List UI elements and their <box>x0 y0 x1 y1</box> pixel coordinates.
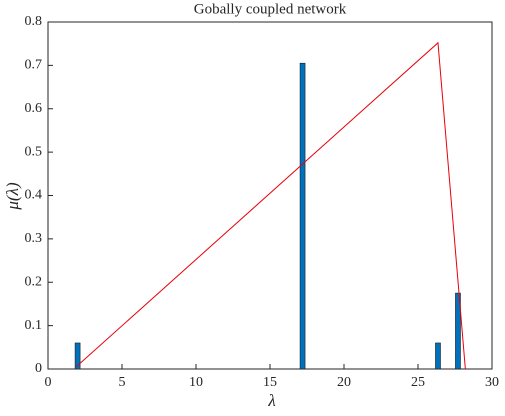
y-axis-label: μ(λ) <box>3 182 22 211</box>
y-tick-label: 0 <box>35 361 42 376</box>
x-tick-label: 30 <box>485 375 499 390</box>
x-tick-label: 25 <box>411 375 425 390</box>
x-tick-label: 20 <box>337 375 351 390</box>
y-tick-label: 0.6 <box>25 101 43 116</box>
plot-frame <box>47 21 493 370</box>
bar <box>435 342 441 370</box>
x-axis-label: λ <box>267 391 275 410</box>
x-tick-label: 15 <box>263 375 277 390</box>
y-tick-label: 0.3 <box>25 231 43 246</box>
bar <box>455 292 461 370</box>
y-tick-label: 0.2 <box>25 274 43 289</box>
y-tick-label: 0.4 <box>25 188 43 203</box>
bar <box>299 62 306 370</box>
y-tick-label: 0.1 <box>25 318 43 333</box>
x-tick-label: 0 <box>45 375 52 390</box>
x-tick-label: 10 <box>189 375 203 390</box>
x-tick-label: 5 <box>119 375 126 390</box>
y-tick-label: 0.7 <box>25 58 43 73</box>
bar <box>74 342 81 370</box>
chart-title: Gobally coupled network <box>194 1 347 17</box>
line <box>75 41 466 370</box>
y-tick-label: 0.8 <box>25 14 43 29</box>
y-tick-label: 0.5 <box>25 144 43 159</box>
